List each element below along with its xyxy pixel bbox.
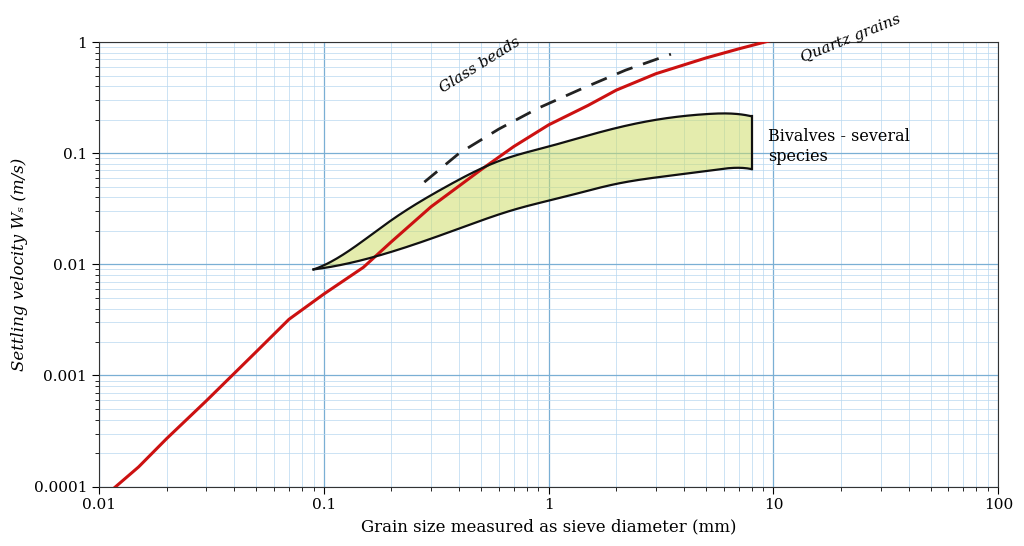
Y-axis label: Settling velocity Wₛ (m/s): Settling velocity Wₛ (m/s) <box>11 158 28 371</box>
X-axis label: Grain size measured as sieve diameter (mm): Grain size measured as sieve diameter (m… <box>360 518 736 535</box>
Polygon shape <box>313 114 752 269</box>
Text: Bivalves - several
species: Bivalves - several species <box>768 128 910 165</box>
Text: Quartz grains: Quartz grains <box>799 13 903 65</box>
Text: Glass beads: Glass beads <box>437 35 523 96</box>
